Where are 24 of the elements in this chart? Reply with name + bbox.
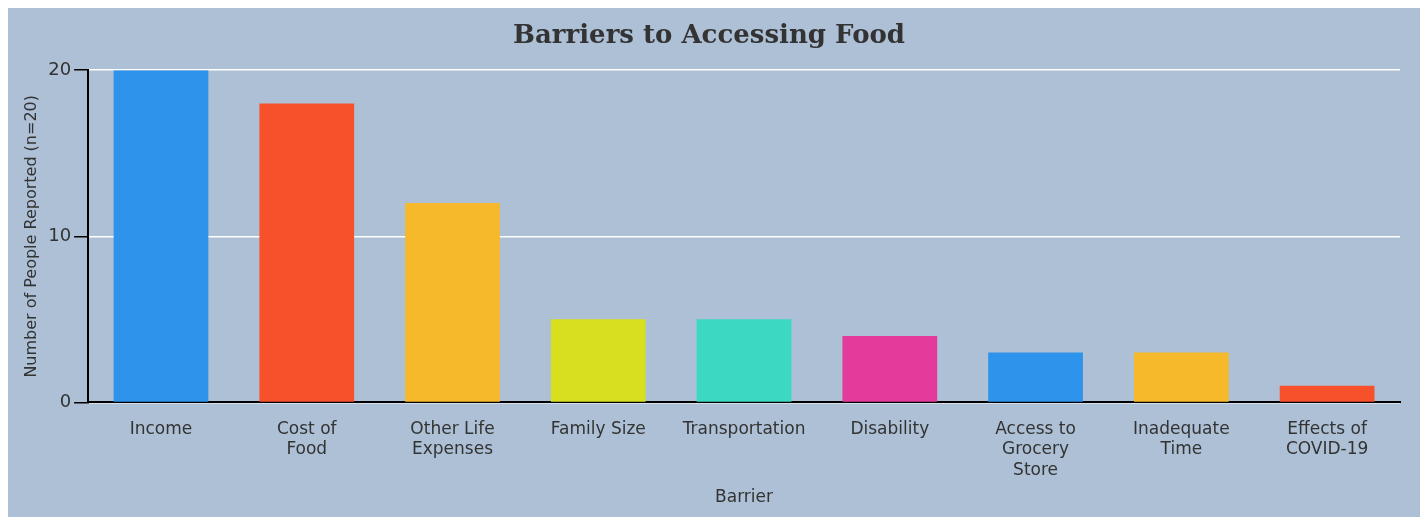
x-tick-label: Effects of COVID-19 — [1285, 418, 1369, 459]
bar — [1279, 385, 1375, 402]
bar — [842, 335, 938, 402]
bar — [1133, 352, 1229, 402]
x-tick-label: Other Life Expenses — [410, 418, 495, 459]
y-axis-title: Number of People Reported (n=20) — [20, 94, 40, 378]
y-tick-label: 0 — [59, 390, 72, 412]
bar — [113, 70, 209, 402]
x-tick-label: Family Size — [550, 418, 646, 439]
bar — [259, 103, 355, 402]
x-tick-label: Inadequate Time — [1133, 418, 1230, 459]
y-tick-label: 20 — [48, 57, 72, 79]
y-tick-label: 10 — [48, 223, 72, 245]
x-tick-label: Disability — [850, 418, 930, 439]
x-tick-label: Access to Grocery Store — [995, 418, 1076, 479]
x-tick-label: Income — [129, 418, 193, 439]
chart-title: Barriers to Accessing Food — [513, 19, 905, 50]
x-axis-title: Barrier — [715, 486, 774, 507]
x-tick-label: Cost of Food — [276, 418, 338, 459]
bar — [988, 352, 1083, 402]
bar — [405, 203, 500, 402]
x-tick-label: Transportation — [681, 418, 806, 439]
bar — [696, 319, 792, 402]
bar — [550, 319, 646, 402]
